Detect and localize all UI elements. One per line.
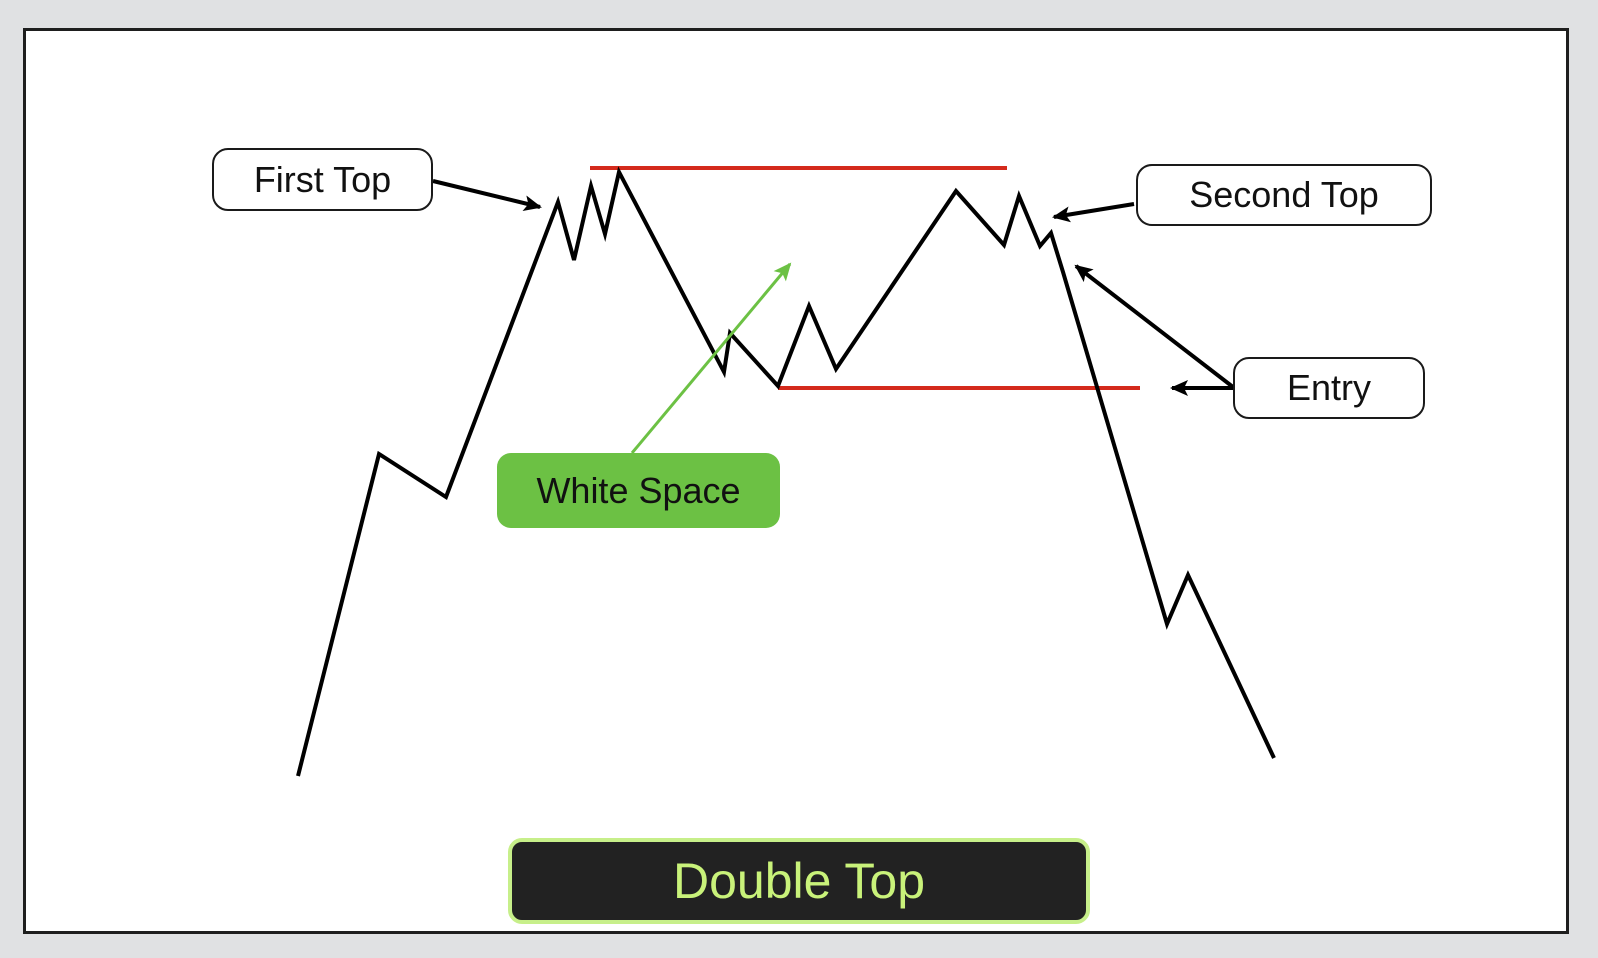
price-path bbox=[296, 166, 1276, 777]
white-space-arrow bbox=[630, 262, 792, 454]
entry-label: Entry bbox=[1233, 357, 1425, 419]
second-top-label: Second Top bbox=[1136, 164, 1432, 226]
first-top-arrow bbox=[432, 179, 542, 211]
diagram-title: Double Top bbox=[508, 838, 1090, 924]
first-top-label: First Top bbox=[212, 148, 433, 211]
entry-arrow-diagonal bbox=[1074, 264, 1235, 389]
second-top-arrow bbox=[1052, 202, 1135, 223]
white-space-label: White Space bbox=[497, 453, 780, 528]
